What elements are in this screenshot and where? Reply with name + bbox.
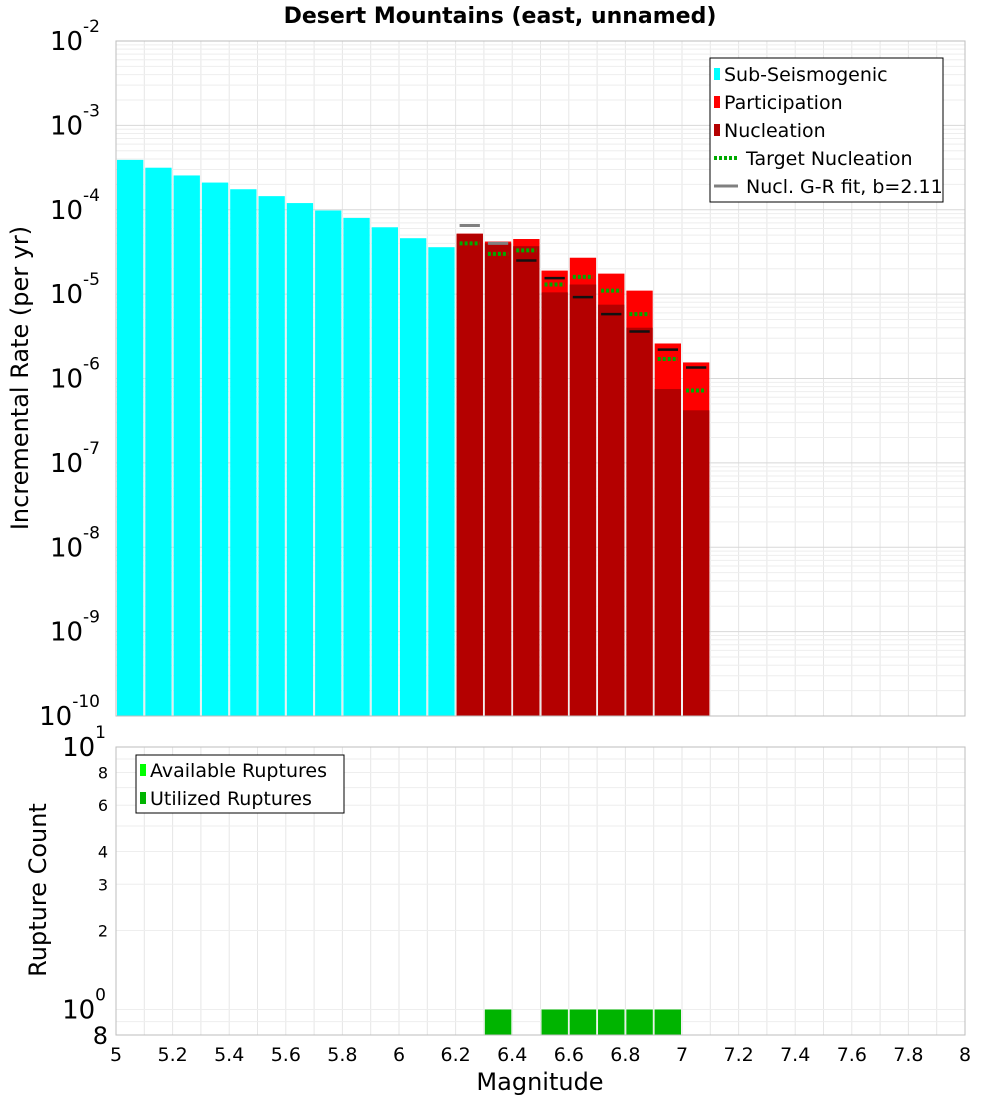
- top-chart-title: Desert Mountains (east, unnamed): [284, 4, 717, 29]
- bar-utilized-ruptures: [598, 1009, 625, 1035]
- top-y-tick-label: 10-7: [50, 439, 100, 479]
- bottom-y-tick-label: 3: [98, 875, 108, 894]
- top-y-tick-label: 10-10: [39, 692, 100, 732]
- x-tick-label: 7.2: [723, 1044, 753, 1066]
- x-tick-label: 7.6: [837, 1044, 867, 1066]
- legend-label-participation: Participation: [724, 92, 843, 114]
- bar-sub-seismogenic: [315, 210, 342, 716]
- bottom-y-tick-label: 6: [98, 796, 108, 815]
- x-tick-label: 7.4: [780, 1044, 810, 1066]
- bottom-plot-frame: [115, 746, 966, 1036]
- bar-sub-seismogenic: [400, 238, 427, 716]
- bottom-y-decade-label: 101: [62, 723, 106, 763]
- x-tick-label: 6.4: [497, 1044, 527, 1066]
- top-y-tick-label: 10-6: [50, 355, 100, 395]
- bar-sub-seismogenic: [286, 203, 314, 716]
- bar-nucleation: [683, 410, 710, 716]
- x-tick-label: 5.4: [214, 1044, 244, 1066]
- x-tick-label: 6.8: [610, 1044, 640, 1066]
- bar-utilized-ruptures: [541, 1009, 568, 1035]
- x-tick-label: 5.2: [157, 1044, 187, 1066]
- top-bars: [117, 159, 710, 717]
- legend-label-available-ruptures: Available Ruptures: [150, 760, 327, 782]
- legend-label-utilized-ruptures: Utilized Ruptures: [150, 788, 312, 810]
- bottom-y-tick-label: 2: [98, 922, 108, 941]
- bar-nucleation: [456, 233, 483, 716]
- top-y-axis-label: Incremental Rate (per yr): [6, 226, 34, 530]
- top-legend: Sub-Seismogenic Participation Nucleation Ta…: [709, 57, 944, 203]
- bar-sub-seismogenic: [117, 159, 144, 717]
- bar-sub-seismogenic: [371, 227, 398, 716]
- bar-nucleation: [654, 389, 681, 716]
- legend-label-nucleation: Nucleation: [724, 120, 826, 142]
- top-y-tick-label: 10-3: [50, 101, 100, 141]
- top-plot: 10-10 10-9 10-8 10-7 10-6 10-5 10-4 10-3 10-2 Sub…: [39, 17, 966, 732]
- x-tick-label: 6.6: [554, 1044, 584, 1066]
- bar-nucleation: [541, 292, 568, 716]
- x-tick-label: 5.8: [327, 1044, 357, 1066]
- x-tick-label: 5: [110, 1044, 122, 1066]
- bottom-y-axis-label: Rupture Count: [24, 803, 52, 977]
- bar-nucleation: [598, 304, 625, 716]
- bottom-y-tick-label: 4: [98, 842, 108, 861]
- bar-sub-seismogenic: [258, 196, 285, 716]
- bottom-y-tick-label: 8: [98, 763, 108, 782]
- legend-label-nucl-g-r-fit-b-2-11: Nucl. G-R fit, b=2.11: [746, 176, 943, 198]
- top-y-tick-label: 10-4: [50, 186, 100, 226]
- bar-utilized-ruptures: [484, 1009, 512, 1035]
- top-y-tick-label: 10-2: [50, 17, 100, 57]
- bar-utilized-ruptures: [654, 1009, 681, 1035]
- top-y-tick-label: 10-5: [50, 270, 100, 310]
- top-y-tick-labels: 10-10 10-9 10-8 10-7 10-6 10-5 10-4 10-3 10-2: [39, 17, 100, 732]
- bar-sub-seismogenic: [201, 182, 229, 716]
- x-tick-label: 5.6: [271, 1044, 301, 1066]
- bar-utilized-ruptures: [626, 1009, 653, 1035]
- bar-nucleation: [484, 243, 512, 717]
- bottom-bars: [484, 1009, 681, 1035]
- x-tick-label: 6: [393, 1044, 405, 1066]
- x-tick-label: 6.2: [440, 1044, 470, 1066]
- bottom-legend: Available Ruptures Utilized Ruptures: [135, 754, 345, 814]
- legend-swatch-participation: [714, 96, 720, 108]
- bar-sub-seismogenic: [343, 217, 370, 716]
- bar-nucleation: [513, 246, 540, 716]
- top-plot-frame: [115, 40, 966, 717]
- x-tick-labels: 5 5.2 5.4 5.6 5.8 6 6.2 6.4 6.6 6.8 7 7.2 7.4 7.6 7.8 8: [110, 1044, 971, 1066]
- bar-sub-seismogenic: [230, 189, 257, 717]
- bottom-legend-box: [135, 754, 345, 814]
- bar-sub-seismogenic: [428, 247, 455, 716]
- top-y-tick-label: 10-8: [50, 523, 100, 563]
- legend-swatch-nucleation: [714, 124, 720, 136]
- x-tick-label: 7: [676, 1044, 688, 1066]
- bar-utilized-ruptures: [569, 1009, 597, 1035]
- top-y-tick-label: 10-9: [50, 608, 100, 648]
- x-tick-label: 8: [959, 1044, 971, 1066]
- x-tick-label: 7.8: [893, 1044, 923, 1066]
- x-axis-label: Magnitude: [476, 1068, 603, 1096]
- legend-label-sub-seismogenic: Sub-Seismogenic: [724, 64, 888, 86]
- bar-nucleation: [569, 284, 597, 716]
- legend-label-target-nucleation: Target Nucleation: [745, 148, 913, 170]
- bar-sub-seismogenic: [173, 175, 200, 716]
- legend-swatch-available-ruptures: [140, 764, 146, 776]
- bar-nucleation: [626, 327, 653, 716]
- bottom-y-tick-label: 8: [93, 1022, 108, 1050]
- top-legend-box: [709, 57, 944, 203]
- legend-swatch-utilized-ruptures: [140, 792, 146, 804]
- bottom-y-decade-label: 100: [62, 986, 106, 1026]
- legend-swatch-sub-seismogenic: [714, 68, 720, 80]
- bar-sub-seismogenic: [145, 167, 172, 716]
